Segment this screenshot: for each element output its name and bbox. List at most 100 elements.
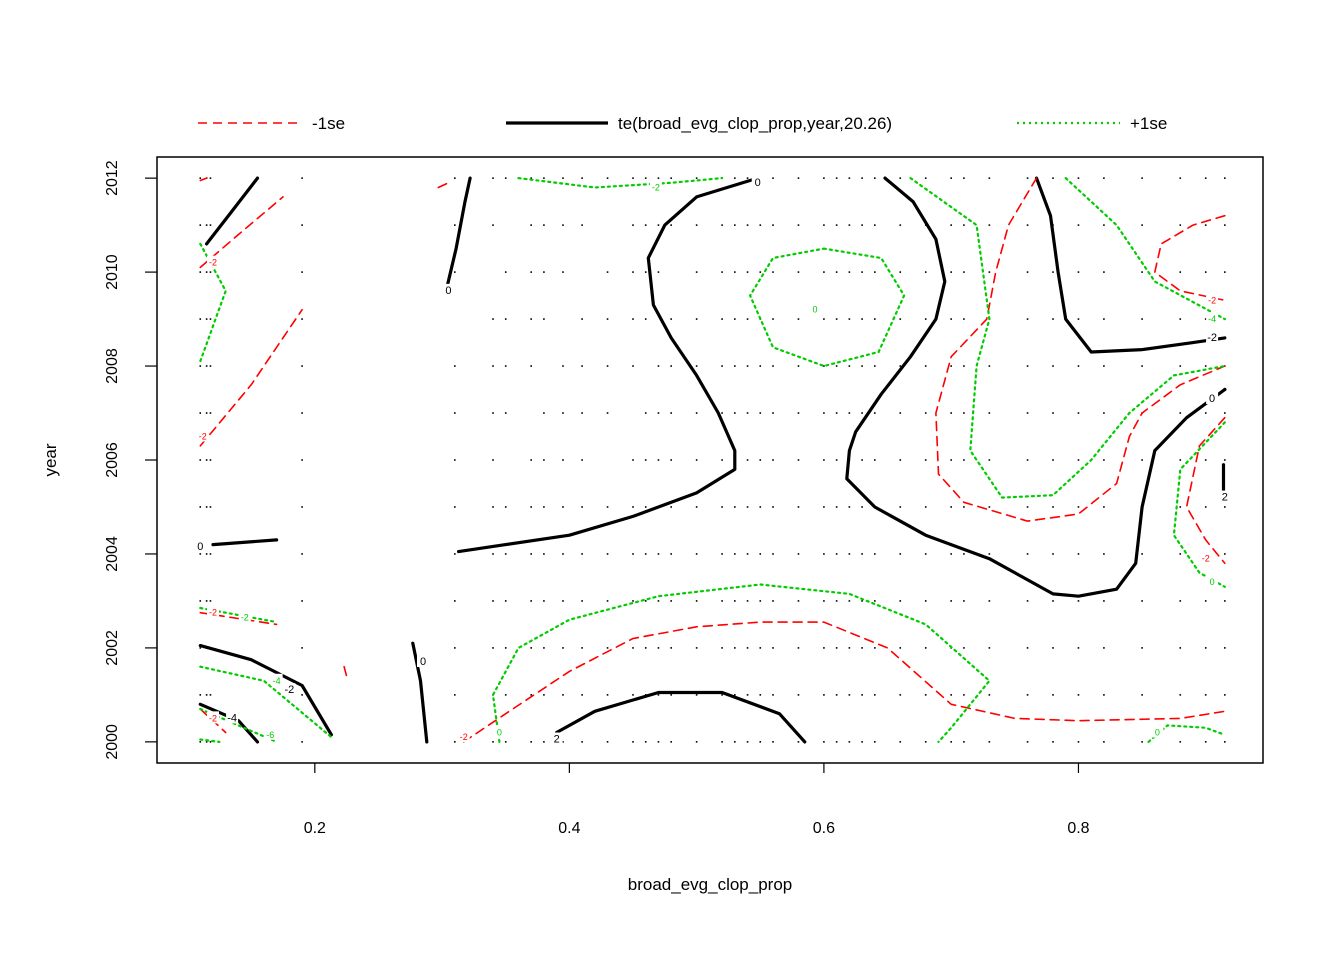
contour-label-bg bbox=[283, 683, 296, 696]
data-point bbox=[899, 553, 902, 555]
data-point bbox=[1077, 271, 1080, 273]
data-point bbox=[209, 412, 212, 414]
data-point bbox=[606, 600, 609, 602]
data-point bbox=[543, 224, 545, 226]
data-point bbox=[746, 177, 749, 179]
data-point bbox=[1052, 553, 1054, 555]
data-point bbox=[835, 271, 838, 273]
data-point bbox=[1077, 365, 1080, 367]
data-point bbox=[1224, 600, 1226, 602]
data-point bbox=[1224, 459, 1226, 461]
data-point bbox=[1026, 412, 1029, 414]
data-point bbox=[797, 506, 800, 508]
data-point bbox=[205, 412, 208, 414]
data-point bbox=[670, 553, 672, 555]
data-point bbox=[1224, 224, 1226, 226]
data-point bbox=[1026, 553, 1029, 555]
data-point bbox=[504, 741, 507, 743]
data-point bbox=[632, 365, 634, 367]
y-tick-label: 2008 bbox=[104, 348, 121, 384]
data-point bbox=[746, 741, 749, 743]
data-point bbox=[644, 318, 647, 320]
data-point bbox=[835, 459, 838, 461]
data-point bbox=[734, 365, 736, 367]
data-point bbox=[963, 506, 965, 508]
data-point bbox=[1103, 647, 1105, 649]
contour-level-label: 0 bbox=[445, 285, 451, 297]
data-point bbox=[632, 647, 634, 649]
data-point bbox=[695, 741, 698, 743]
data-point bbox=[1103, 412, 1105, 414]
data-point bbox=[874, 741, 876, 743]
data-point bbox=[759, 647, 762, 649]
data-point bbox=[199, 412, 202, 414]
data-point bbox=[1224, 647, 1226, 649]
data-point bbox=[543, 694, 545, 696]
contour-level-label: -2 bbox=[284, 684, 294, 696]
data-point bbox=[1204, 365, 1207, 367]
data-point bbox=[205, 600, 208, 602]
data-point bbox=[209, 694, 212, 696]
data-point bbox=[606, 177, 609, 179]
data-point bbox=[1077, 553, 1080, 555]
data-point bbox=[759, 224, 762, 226]
data-point bbox=[562, 365, 564, 367]
contour-label-bg bbox=[550, 732, 563, 745]
contour-plus_1se-9 bbox=[199, 665, 333, 739]
data-point bbox=[670, 318, 672, 320]
data-point bbox=[861, 459, 863, 461]
data-point bbox=[734, 412, 736, 414]
data-point bbox=[632, 553, 634, 555]
y-tick-label: 2006 bbox=[104, 442, 121, 478]
data-point bbox=[205, 271, 208, 273]
data-point bbox=[823, 459, 825, 461]
data-point bbox=[199, 459, 202, 461]
data-point bbox=[209, 224, 212, 226]
contour-label-bg bbox=[457, 730, 470, 743]
data-point bbox=[670, 600, 672, 602]
data-point bbox=[797, 459, 800, 461]
contour-lines bbox=[198, 176, 1227, 744]
data-point bbox=[772, 553, 774, 555]
data-point bbox=[301, 506, 303, 508]
data-point bbox=[581, 177, 583, 179]
data-point bbox=[848, 647, 851, 649]
data-point bbox=[835, 365, 838, 367]
data-point bbox=[199, 365, 202, 367]
data-point bbox=[1141, 694, 1143, 696]
data-point bbox=[301, 459, 303, 461]
data-point bbox=[492, 506, 494, 508]
data-point bbox=[454, 271, 456, 273]
data-point bbox=[861, 694, 863, 696]
data-point bbox=[950, 694, 952, 696]
data-point bbox=[963, 600, 965, 602]
data-point bbox=[644, 600, 647, 602]
data-point bbox=[199, 271, 202, 273]
data-point bbox=[861, 553, 863, 555]
contour-minus_1se-4 bbox=[199, 308, 303, 447]
data-point bbox=[606, 412, 609, 414]
contour-label-bg bbox=[649, 180, 662, 193]
data-point bbox=[492, 647, 494, 649]
data-point bbox=[492, 553, 494, 555]
data-point bbox=[581, 647, 583, 649]
data-point bbox=[562, 459, 564, 461]
data-point bbox=[1204, 647, 1207, 649]
data-point bbox=[1026, 506, 1029, 508]
data-point bbox=[1026, 177, 1029, 179]
data-point bbox=[797, 224, 800, 226]
data-point bbox=[734, 506, 736, 508]
data-point bbox=[1026, 459, 1029, 461]
data-point bbox=[1052, 365, 1054, 367]
data-point bbox=[1141, 318, 1143, 320]
y-tick-label: 2000 bbox=[104, 724, 121, 760]
contour-label-bg bbox=[493, 725, 506, 738]
data-point bbox=[924, 506, 927, 508]
data-point bbox=[963, 318, 965, 320]
data-point bbox=[657, 741, 660, 743]
contour-estimate-8 bbox=[211, 538, 279, 547]
data-point bbox=[492, 412, 494, 414]
x-tick-label: 0.8 bbox=[1067, 820, 1089, 837]
data-point bbox=[199, 224, 202, 226]
data-point bbox=[835, 553, 838, 555]
